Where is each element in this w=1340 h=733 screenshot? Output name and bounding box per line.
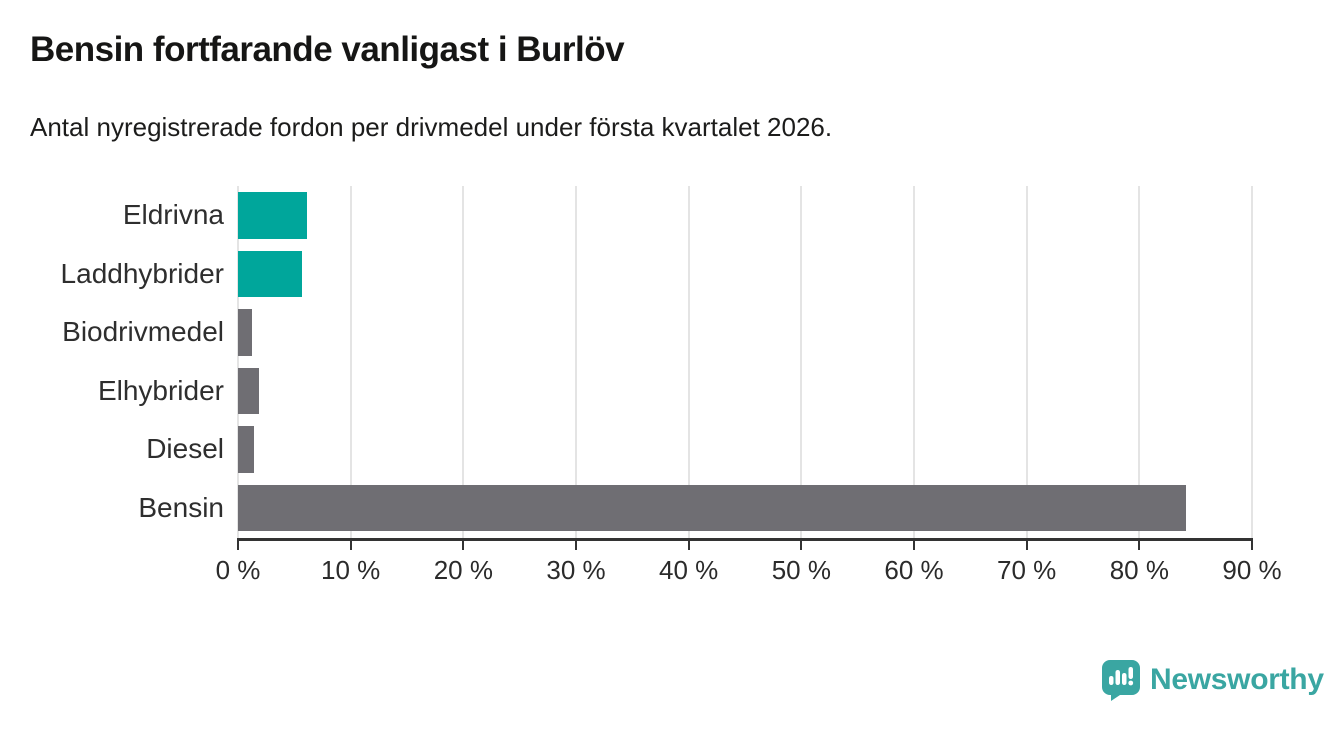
x-axis-tick xyxy=(687,541,690,550)
gridline xyxy=(237,186,239,538)
x-axis-tick xyxy=(800,541,803,550)
logo-bar-3 xyxy=(1122,673,1127,685)
bar-elhybrider xyxy=(238,367,260,414)
category-label: Elhybrider xyxy=(97,374,224,406)
x-axis-tick xyxy=(349,541,352,550)
gridline xyxy=(1138,186,1141,538)
gridline xyxy=(575,186,577,538)
newsworthy-logo: Newsworthy xyxy=(1101,659,1324,701)
category-label: Laddhybrider xyxy=(60,257,224,289)
x-axis-tick-label: 80 % xyxy=(1109,555,1169,585)
logo-exclamation-dot xyxy=(1128,680,1134,686)
logo-exclamation-stem xyxy=(1128,667,1133,679)
page-subtitle: Antal nyregistrerade fordon per drivmede… xyxy=(30,112,833,142)
gridline xyxy=(687,186,690,538)
x-axis-tick-label: 40 % xyxy=(659,555,719,585)
newsworthy-logo-icon xyxy=(1102,660,1140,701)
category-label: Diesel xyxy=(146,433,224,465)
page-title: Bensin fortfarande vanligast i Burlöv xyxy=(30,30,625,69)
logo-bar-1 xyxy=(1109,676,1114,685)
bar-laddhybrider xyxy=(238,250,303,297)
x-axis-tick-label: 10 % xyxy=(321,555,381,585)
x-axis-line xyxy=(237,538,1253,541)
x-axis-tick-label: 60 % xyxy=(884,555,944,585)
x-axis-tick xyxy=(462,541,465,550)
bar-eldrivna xyxy=(238,192,307,239)
logo-bubble-shape xyxy=(1102,660,1140,701)
logo-bar-2 xyxy=(1115,670,1120,685)
x-axis-tick-label: 0 % xyxy=(215,555,261,585)
bar-biodrivmedel xyxy=(238,309,252,356)
bar-diesel xyxy=(238,426,254,473)
x-axis-tick xyxy=(1025,541,1028,550)
bar-bensin xyxy=(238,484,1186,531)
x-axis-tick xyxy=(575,541,577,550)
category-label: Bensin xyxy=(138,491,224,523)
x-axis-tick-label: 50 % xyxy=(771,555,831,585)
gridline xyxy=(800,186,803,538)
gridline xyxy=(913,186,915,538)
x-axis-tick-label: 20 % xyxy=(433,555,493,585)
brand-name: Newsworthy xyxy=(1150,663,1324,696)
x-axis-tick xyxy=(1251,541,1253,550)
gridline xyxy=(1251,186,1253,538)
x-axis-tick xyxy=(913,541,915,550)
category-label: Eldrivna xyxy=(122,199,224,231)
x-axis-tick-label: 30 % xyxy=(546,555,606,585)
x-axis-tick xyxy=(237,541,239,550)
gridline xyxy=(1025,186,1028,538)
category-label: Biodrivmedel xyxy=(62,316,224,348)
x-axis-tick-label: 70 % xyxy=(997,555,1057,585)
gridline xyxy=(349,186,352,538)
x-axis-tick xyxy=(1138,541,1141,550)
gridline xyxy=(462,186,465,538)
x-axis-tick-label: 90 % xyxy=(1222,555,1282,585)
